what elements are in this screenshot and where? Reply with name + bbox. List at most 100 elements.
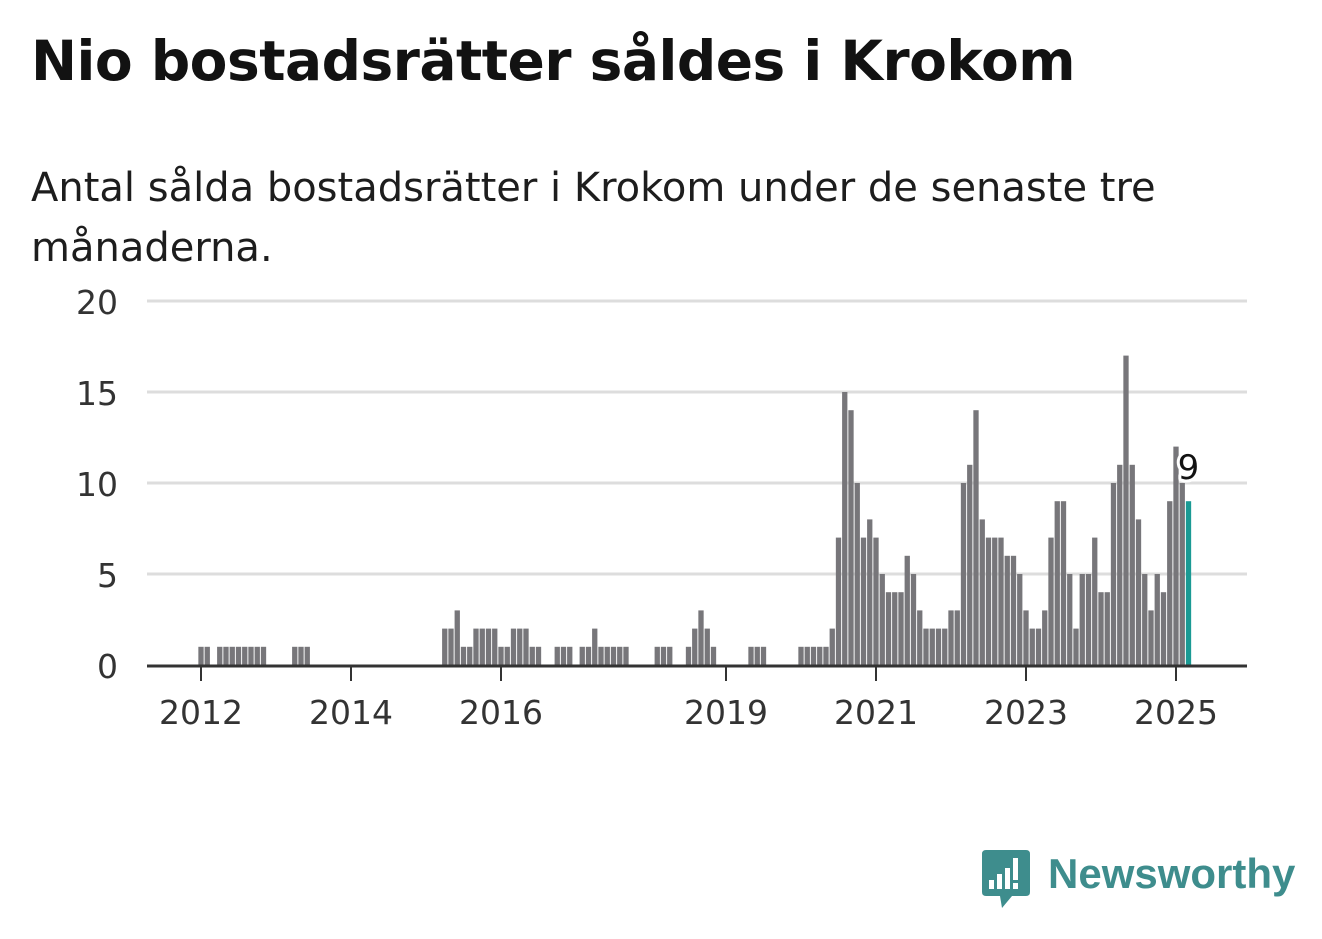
bar [298,646,304,665]
bar [748,646,754,665]
bar [1010,555,1017,665]
bar [585,646,592,665]
bar [1104,592,1110,665]
bar [592,628,598,665]
bar [848,410,854,665]
bar [667,646,673,665]
bar [242,646,248,665]
bar [798,646,804,665]
bar [879,574,885,665]
bar [610,646,617,665]
bar [967,464,973,665]
bar [860,537,867,665]
x-tick-label: 2014 [309,693,393,732]
bar [810,646,817,665]
bar [492,628,498,665]
bar [935,628,942,665]
bar [948,610,954,665]
bar [867,519,873,665]
bar [1179,483,1185,665]
bar [467,646,473,665]
bar [873,537,879,665]
chart-title: Nio bostadsrätter såldes i Krokom [31,29,1076,93]
bar [704,628,710,665]
bar [1017,574,1023,665]
bar [854,483,860,665]
bar [1129,464,1135,665]
bar [1029,628,1035,665]
x-tick-label: 2019 [684,693,768,732]
bar [460,646,467,665]
bar [654,646,660,665]
bar [554,646,560,665]
bar [523,628,529,665]
bar [979,519,985,665]
x-tick-label: 2025 [1134,693,1218,732]
bar [1060,501,1067,665]
bar [1135,519,1142,665]
bar [198,646,204,665]
bar [560,646,567,665]
bar [992,537,998,665]
bar [567,646,573,665]
bar [1023,610,1029,665]
bar [904,555,910,665]
bar [517,628,523,665]
bar [1110,483,1117,665]
bar [698,610,704,665]
bar [529,646,535,665]
y-tick-label: 5 [97,556,118,595]
bar [804,646,810,665]
bar [842,392,848,665]
bar [235,646,242,665]
newsworthy-logo-icon [982,850,1030,908]
bar [710,646,717,665]
bar [254,646,260,665]
bar [1054,501,1060,665]
bar [485,628,492,665]
bar [892,592,898,665]
bar [660,646,667,665]
y-tick-label: 10 [76,465,118,504]
bar [617,646,623,665]
bar [292,646,298,665]
bar [1042,610,1048,665]
bar [1092,537,1098,665]
bar [1148,610,1154,665]
bar [1117,464,1123,665]
bar [479,628,485,665]
bar [973,410,979,665]
bar [942,628,948,665]
bar [1098,592,1104,665]
y-tick-label: 20 [76,283,118,322]
bar [623,646,629,665]
bar [960,483,967,665]
bar [1073,628,1079,665]
bar [898,592,904,665]
bar [448,628,454,665]
bar [829,628,835,665]
bar [954,610,960,665]
bar [304,646,310,665]
bar [604,646,610,665]
bar [817,646,823,665]
bar [598,646,604,665]
bar [223,646,229,665]
bar [1035,628,1042,665]
x-tick-label: 2023 [984,693,1068,732]
bar [1004,555,1010,665]
bar [1167,501,1173,665]
bar [692,628,698,665]
brand-name: Newsworthy [1048,850,1296,897]
bar [260,646,267,665]
bar [442,628,448,665]
bar [823,646,829,665]
bar [1079,574,1085,665]
bar [504,646,510,665]
bar [1085,574,1092,665]
bar [454,610,460,665]
bars [198,355,1192,665]
bar [985,537,992,665]
gridlines [147,299,1247,576]
